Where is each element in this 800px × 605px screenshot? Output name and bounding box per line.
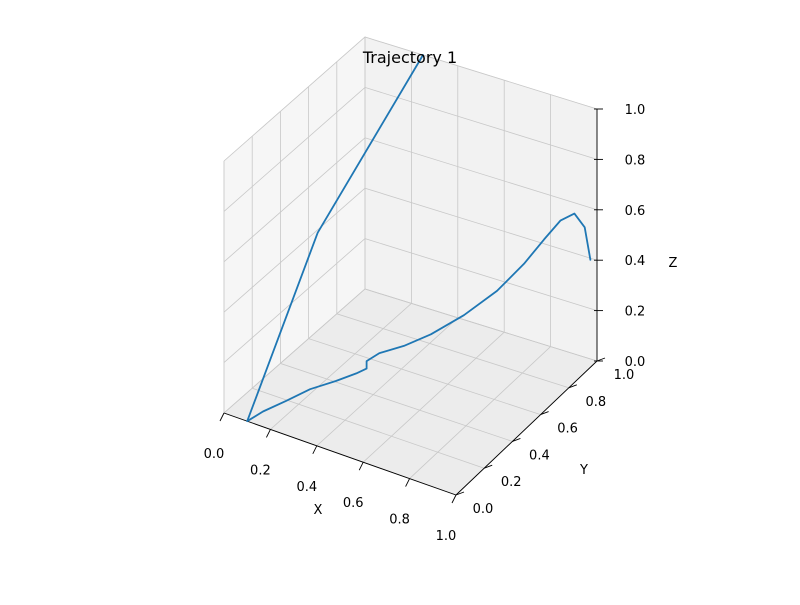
x-tick-mark bbox=[405, 478, 411, 487]
y-tick-mark bbox=[596, 357, 606, 362]
grid-line-y bbox=[336, 61, 569, 389]
grid-line-y bbox=[308, 86, 541, 415]
x-tick-label: 1.0 bbox=[436, 529, 457, 544]
trajectory-line bbox=[246, 54, 592, 423]
z-tick-label: 0.8 bbox=[625, 153, 646, 168]
y-tick-label: 0.2 bbox=[501, 475, 522, 490]
z-tick-label: 0.2 bbox=[625, 305, 646, 320]
z-tick-label: 0.0 bbox=[625, 355, 646, 370]
y-tick-label: 1.0 bbox=[614, 368, 635, 383]
x-tick-label: 0.2 bbox=[250, 463, 271, 478]
y-tick-label: 0.0 bbox=[473, 502, 494, 517]
ticks-layer: 0.00.20.40.60.81.00.00.20.40.60.81.00.00… bbox=[204, 103, 646, 544]
y-tick-mark bbox=[568, 384, 577, 389]
y-tick-mark bbox=[484, 464, 493, 469]
grid-line-y bbox=[279, 111, 513, 442]
grid-line-y bbox=[364, 37, 598, 362]
chart-title: Trajectory 1 bbox=[362, 48, 457, 67]
x-tick-mark bbox=[265, 429, 271, 438]
y-axis-label: Y bbox=[579, 463, 588, 478]
x-axis-label: X bbox=[314, 503, 323, 518]
x-axis-line bbox=[223, 412, 457, 496]
x-tick-mark bbox=[358, 461, 364, 471]
y-tick-label: 0.6 bbox=[557, 422, 578, 437]
y-tick-mark bbox=[540, 411, 549, 416]
x-tick-label: 0.0 bbox=[204, 447, 225, 462]
series-layer bbox=[246, 54, 592, 423]
y-tick-mark bbox=[512, 437, 521, 442]
x-tick-mark bbox=[219, 412, 225, 422]
x-tick-mark bbox=[451, 494, 457, 504]
y-tick-label: 0.8 bbox=[585, 395, 606, 410]
y-axis-line bbox=[455, 360, 598, 496]
panes-layer bbox=[223, 36, 598, 496]
axes-layer bbox=[223, 109, 598, 496]
x-tick-label: 0.4 bbox=[296, 480, 317, 495]
z-tick-label: 0.6 bbox=[625, 204, 646, 219]
x-tick-label: 0.6 bbox=[343, 496, 364, 511]
grid-line-y bbox=[251, 136, 485, 469]
grid-line-z bbox=[223, 36, 598, 162]
y-tick-mark bbox=[455, 491, 465, 496]
z-axis-label: Z bbox=[669, 256, 678, 271]
z-tick-label: 1.0 bbox=[625, 103, 646, 118]
y-tick-label: 0.4 bbox=[529, 448, 550, 463]
x-tick-label: 0.8 bbox=[389, 513, 410, 528]
z-tick-label: 0.4 bbox=[625, 254, 646, 269]
x-tick-mark bbox=[312, 445, 318, 455]
